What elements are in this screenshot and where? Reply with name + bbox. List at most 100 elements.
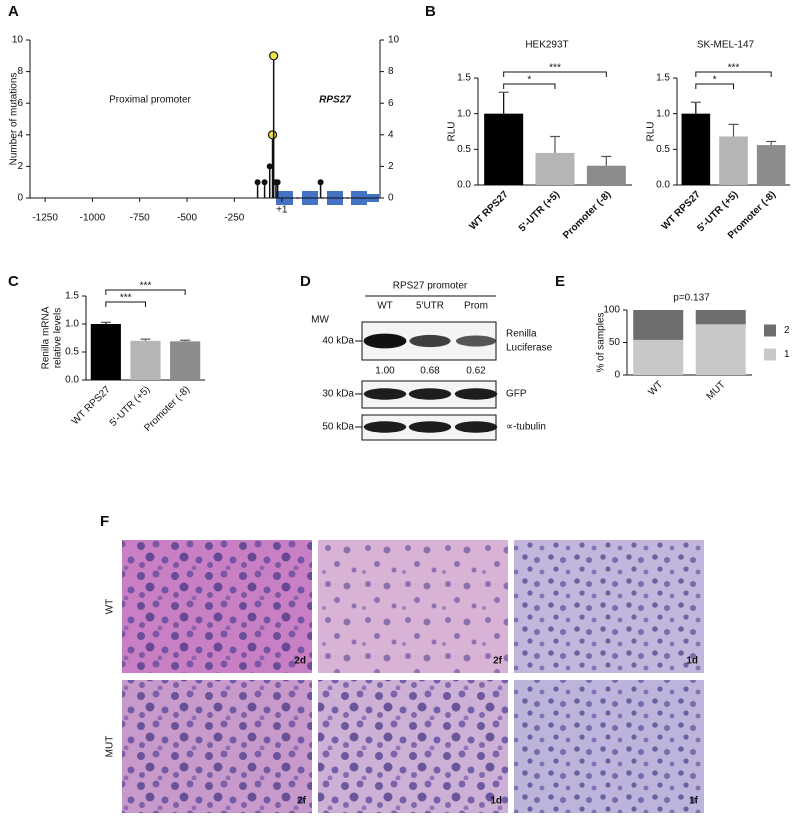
lollipop	[266, 163, 273, 198]
point	[254, 179, 261, 186]
nuclei	[122, 680, 312, 813]
x-tick-label: 5'-UTR (+5)	[517, 189, 562, 234]
histology-image: 1d	[514, 540, 704, 673]
y-tick-label: 6	[17, 98, 23, 109]
bar	[90, 324, 121, 380]
annotation: RPS27	[319, 95, 351, 106]
mw-marker: 30 kDa	[322, 389, 354, 400]
significance-label: ***	[140, 281, 152, 292]
y-tick-label: 8	[388, 66, 394, 77]
y-tick-label: 0.5	[656, 144, 670, 155]
nuclei	[318, 680, 508, 813]
y-tick-label: 0	[388, 193, 394, 204]
point	[261, 179, 268, 186]
y-axis-label: relative levels	[53, 308, 64, 369]
x-tick-label: WT RPS27	[70, 384, 113, 427]
histology-image: 1d	[318, 680, 508, 813]
significance-bracket	[503, 83, 556, 89]
x-tick-label: -500	[177, 213, 197, 224]
y-tick-label: 0.5	[65, 347, 79, 358]
y-axis-label: RLU	[447, 121, 458, 141]
row-label: ∝-tubulin	[506, 422, 546, 433]
bar	[756, 145, 786, 185]
bar	[484, 113, 524, 185]
y-tick-label: 6	[388, 98, 394, 109]
bar-segment	[633, 339, 684, 375]
blot-band	[408, 388, 452, 400]
histology-image: 1f	[514, 680, 704, 813]
panel-label: C	[8, 273, 19, 290]
y-tick-label: 0.0	[65, 375, 79, 386]
point	[269, 51, 279, 61]
y-tick-label: 0	[17, 193, 23, 204]
blot-band	[455, 335, 497, 347]
nuclei	[514, 680, 704, 813]
annotation: Proximal promoter	[109, 95, 191, 106]
histology-image: 2d	[122, 540, 312, 673]
error-bar	[140, 338, 151, 341]
bar	[586, 165, 626, 185]
significance-label: *	[713, 75, 717, 86]
image-caption: 1f	[689, 796, 699, 807]
point	[266, 163, 273, 170]
x-tick-label: -750	[130, 213, 150, 224]
legend-label: 2	[784, 325, 790, 336]
bar	[170, 341, 201, 380]
blot-band	[408, 421, 452, 433]
significance-bracket	[105, 289, 186, 295]
point	[267, 130, 278, 140]
histology-image: 2f	[122, 680, 312, 813]
y-axis-label: RLU	[646, 121, 657, 141]
mw-marker: 40 kDa	[322, 336, 354, 347]
nuclei	[514, 540, 704, 673]
blot-band	[409, 334, 451, 348]
bar	[535, 152, 575, 185]
bar-segment	[695, 310, 746, 325]
lollipop	[267, 130, 278, 198]
significance-label: ***	[120, 293, 132, 304]
row-label: GFP	[506, 389, 527, 400]
y-axis-label: Renilla mRNA	[41, 306, 52, 369]
error-bar	[728, 123, 739, 137]
quantification: 1.00	[375, 366, 395, 377]
legend-swatch	[764, 324, 776, 337]
x-tick-label: +1	[276, 205, 288, 216]
bar-segment	[633, 310, 684, 340]
annotation: p=0.137	[673, 293, 710, 304]
y-tick-label: 1.0	[656, 108, 670, 119]
lollipop	[269, 51, 279, 198]
bar-segment	[695, 324, 746, 375]
quantification: 0.62	[466, 366, 486, 377]
blot-band	[363, 333, 407, 349]
mw-header: MW	[311, 315, 329, 326]
significance-bracket	[105, 301, 146, 307]
blot-band	[363, 388, 407, 400]
error-bar	[100, 321, 111, 324]
legend-swatch	[764, 348, 776, 361]
mw-marker: 50 kDa	[322, 422, 354, 433]
lane-label: WT	[377, 301, 393, 312]
lane-label: 5'UTR	[416, 301, 444, 312]
panel-label: D	[300, 273, 311, 290]
row-label: Renilla	[506, 329, 537, 340]
error-bar	[180, 339, 191, 342]
y-tick-label: 0.0	[656, 180, 670, 191]
significance-bracket	[503, 71, 607, 77]
blot-band	[363, 421, 407, 433]
y-tick-label: 10	[388, 35, 400, 46]
image-caption: 2f	[493, 656, 503, 667]
row-label: WT	[105, 599, 116, 615]
x-tick-label: WT	[646, 379, 665, 398]
x-tick-label: -1250	[32, 213, 58, 224]
x-tick-label: -250	[224, 213, 244, 224]
y-tick-label: 4	[17, 129, 23, 140]
significance-label: ***	[728, 63, 740, 74]
y-tick-label: 4	[388, 129, 394, 140]
significance-bracket	[695, 71, 772, 77]
x-tick-label: Promoter (-8)	[561, 189, 613, 241]
error-bar	[766, 140, 777, 146]
y-tick-label: 0	[614, 370, 620, 381]
bar	[681, 113, 711, 185]
lollipop	[261, 179, 268, 198]
